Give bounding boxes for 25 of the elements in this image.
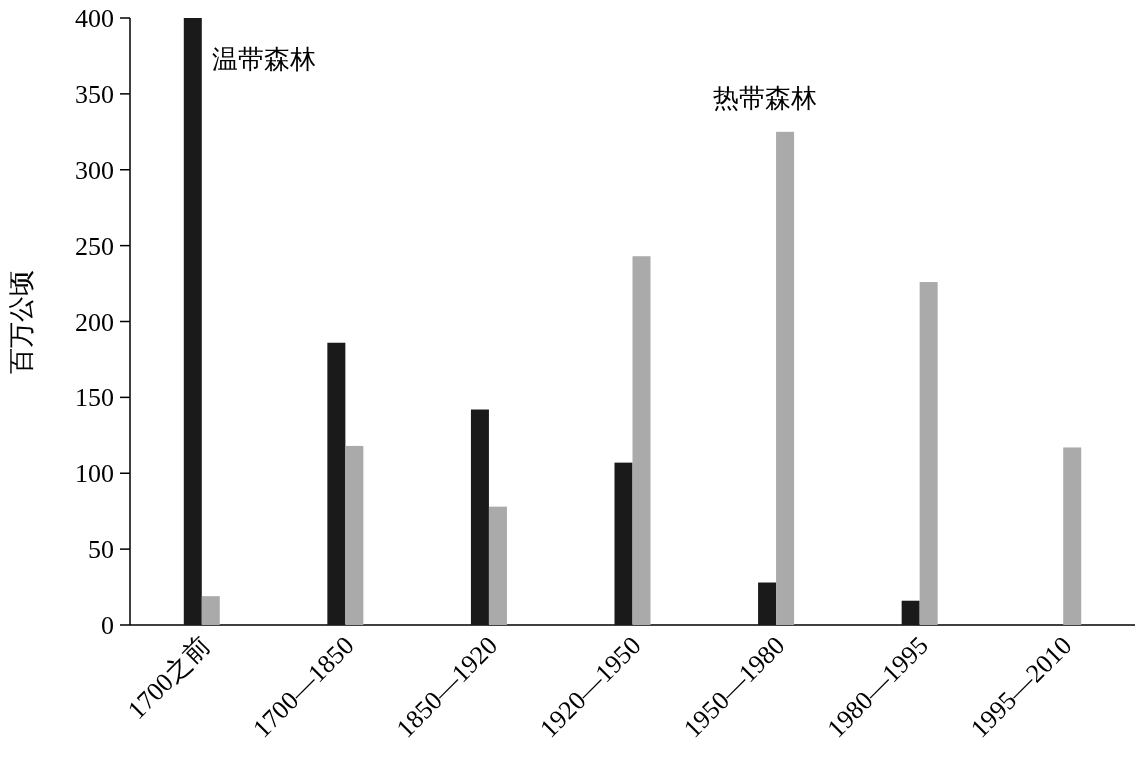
bar xyxy=(470,409,489,625)
y-tick-label: 200 xyxy=(75,307,114,337)
y-tick-label: 250 xyxy=(75,231,114,261)
bar xyxy=(776,131,795,625)
y-tick-label: 350 xyxy=(75,79,114,109)
y-tick-label: 400 xyxy=(75,4,114,33)
y-tick-label: 50 xyxy=(88,535,114,565)
y-tick-label: 100 xyxy=(75,459,114,489)
bar xyxy=(614,462,633,625)
bar xyxy=(919,282,938,625)
bar xyxy=(488,506,507,625)
bar xyxy=(201,596,220,625)
bar xyxy=(632,256,651,625)
bar xyxy=(1063,447,1082,625)
y-tick-label: 300 xyxy=(75,155,114,185)
bar xyxy=(345,445,364,625)
y-tick-label: 0 xyxy=(101,611,114,640)
series-label: 热带森林 xyxy=(713,82,818,113)
series-label: 温带森林 xyxy=(211,44,316,74)
bar xyxy=(327,342,346,625)
y-axis-title: 百万公顷 xyxy=(7,269,36,374)
bar xyxy=(183,18,202,625)
bar xyxy=(901,600,920,625)
bar xyxy=(758,582,777,625)
y-tick-label: 150 xyxy=(75,383,114,413)
